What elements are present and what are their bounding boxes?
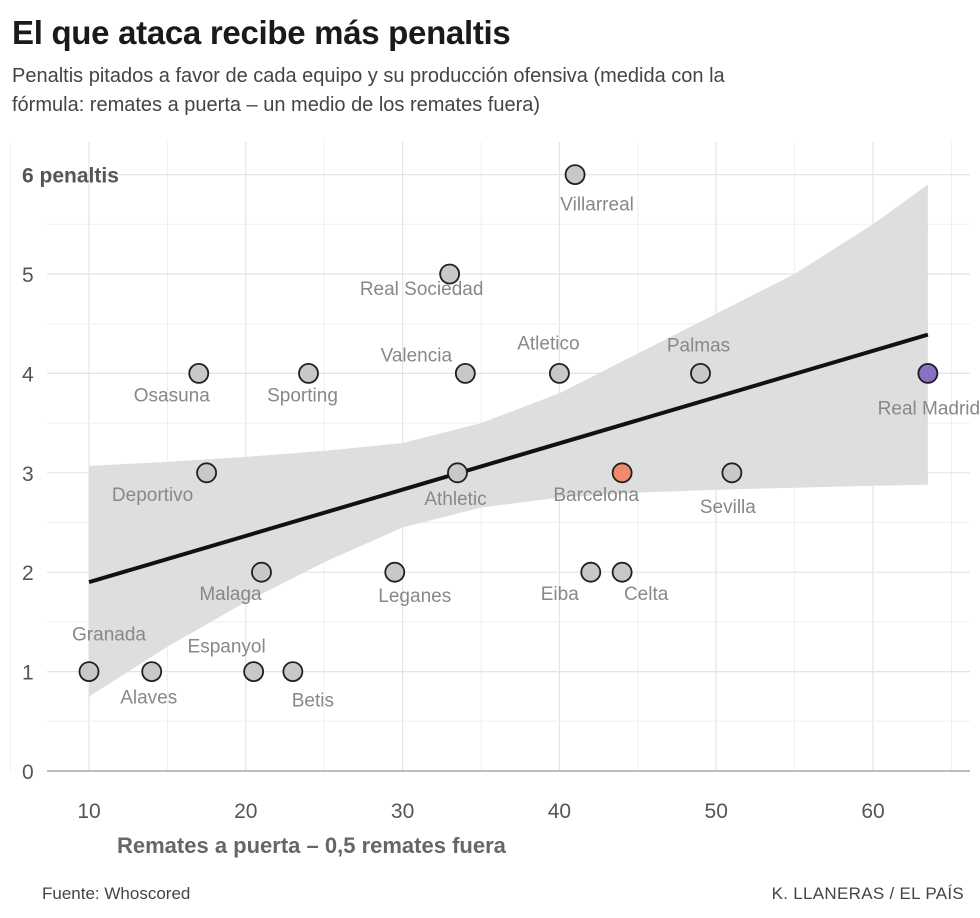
team-label-atletico: Atletico — [517, 333, 579, 354]
data-point-deportivo — [196, 462, 218, 484]
y-tick-label: 5 — [22, 264, 34, 287]
data-point-espanyol — [243, 661, 265, 682]
team-label-granada: Granada — [72, 625, 146, 646]
team-label-celta: Celta — [624, 584, 669, 605]
data-point-malaga — [251, 561, 272, 583]
confidence-band — [89, 184, 928, 697]
y-tick-label: 2 — [22, 562, 34, 585]
team-label-betis: Betis — [292, 691, 334, 712]
source-note: Fuente: Whoscored — [42, 884, 191, 903]
y-tick-label: 4 — [22, 363, 34, 386]
x-tick-label: 30 — [391, 800, 414, 823]
data-point-granada — [78, 661, 100, 682]
team-label-villarreal: Villarreal — [560, 195, 634, 216]
team-label-leganes: Leganes — [378, 586, 451, 607]
data-point-alaves — [141, 661, 163, 682]
team-label-alaves: Alaves — [120, 688, 177, 709]
team-label-osasuna: Osasuna — [134, 385, 210, 406]
x-tick-label: 50 — [705, 800, 728, 823]
data-point-athletic — [447, 462, 468, 484]
team-label-sporting: Sporting — [267, 385, 338, 406]
team-labels: Villarreal Real Sociedad Osasuna Sporting Va… — [72, 195, 980, 712]
data-point-betis — [282, 661, 304, 682]
data-point-valencia — [454, 362, 476, 384]
x-tick-label: 60 — [861, 800, 884, 823]
data-point-palmas — [690, 362, 711, 384]
regression-line — [88, 332, 929, 585]
chart-subtitle: Penaltis pitados a favor de cada equipo … — [12, 65, 725, 116]
team-label-real-sociedad: Real Sociedad — [360, 279, 484, 300]
data-point-villarreal — [564, 164, 586, 186]
data-point-eiba — [580, 561, 602, 583]
y-tick-label: 3 — [22, 463, 34, 486]
data-point-osasuna — [188, 362, 210, 384]
y-tick-label: 1 — [22, 662, 34, 685]
team-label-deportivo: Deportivo — [112, 485, 193, 506]
team-label-valencia: Valencia — [381, 345, 453, 366]
team-label-athletic: Athletic — [424, 489, 486, 510]
y-tick-label: 0 — [22, 761, 34, 784]
x-axis-ticks: 10 20 30 40 50 60 — [77, 800, 884, 823]
team-label-malaga: Malaga — [199, 584, 262, 605]
data-point-leganes — [384, 561, 406, 583]
y-axis-ticks: 0 1 2 3 4 5 6 penaltis — [22, 165, 119, 784]
y-tick-label-top: 6 penaltis — [22, 165, 119, 188]
data-points — [78, 164, 939, 682]
team-label-eiba: Eiba — [541, 584, 579, 605]
data-point-barcelona — [611, 462, 633, 484]
team-label-espanyol: Espanyol — [188, 637, 266, 658]
team-label-sevilla: Sevilla — [700, 497, 756, 518]
data-point-real-madrid — [917, 362, 939, 384]
team-label-barcelona: Barcelona — [553, 485, 639, 506]
x-axis-label: Remates a puerta – 0,5 remates fuera — [117, 833, 507, 858]
team-label-real-madrid: Real Madrid — [878, 398, 980, 419]
author-credit: K. LLANERAS / EL PAÍS — [771, 884, 964, 903]
data-point-real-sociedad — [439, 263, 461, 285]
x-tick-label: 40 — [548, 800, 571, 823]
data-point-sevilla — [721, 462, 743, 484]
team-label-palmas: Palmas — [667, 335, 730, 356]
x-tick-label: 20 — [234, 800, 257, 823]
data-point-celta — [611, 561, 633, 583]
data-point-sporting — [298, 362, 319, 384]
chart-title: El que ataca recibe más penaltis — [12, 14, 511, 51]
x-tick-label: 10 — [77, 800, 100, 823]
data-point-atletico — [549, 362, 570, 384]
